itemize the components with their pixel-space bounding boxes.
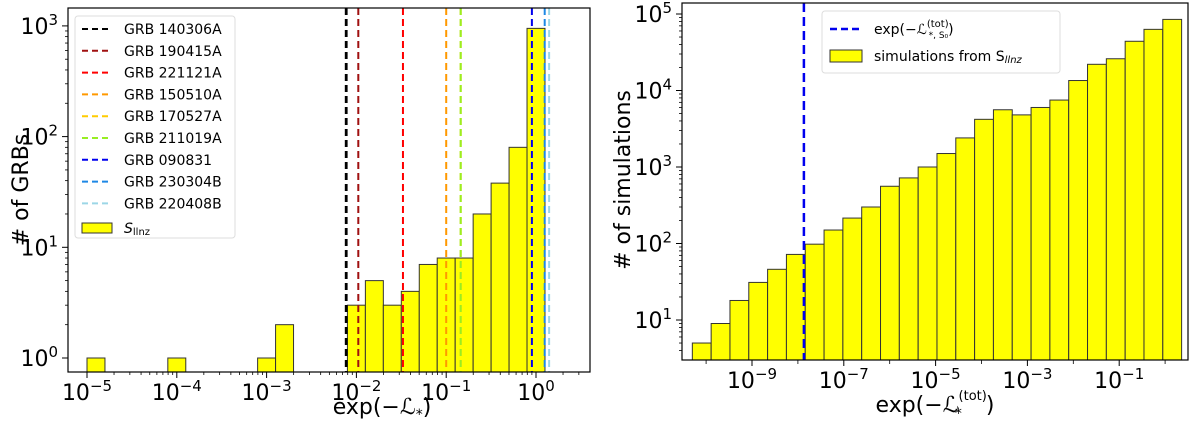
histogram-bar (167, 357, 187, 373)
histogram-bar (1068, 80, 1089, 361)
histogram-bar (992, 109, 1013, 361)
histogram-bar (364, 280, 384, 373)
histogram-bar (257, 357, 277, 373)
legend-label: GRB 090831 (124, 153, 212, 169)
histogram-bar (861, 206, 882, 361)
left-legend: GRB 140306A GRB 190415A GRB 221121A GRB 150… (74, 15, 236, 239)
histogram-bar (1143, 28, 1164, 361)
right-legend-box (821, 10, 1061, 74)
histogram-bar (880, 185, 900, 361)
histogram-bar (842, 217, 863, 361)
histogram-bar (917, 166, 938, 361)
histogram-bar (346, 304, 366, 373)
legend-label: GRB 230304B (124, 175, 222, 191)
histogram-bar (767, 268, 787, 361)
histogram-bar (823, 229, 844, 361)
legend-label: GRB 170527A (124, 109, 222, 125)
histogram-bar (748, 281, 769, 361)
left-legend-box (74, 15, 236, 239)
histogram-bar (936, 153, 957, 361)
tick-label: 102 (20, 122, 58, 151)
right-x-axis-label: exp(−ℒ(tot) *) (876, 389, 995, 422)
tick-label: 105 (634, 0, 672, 28)
legend-label-simulations: simulations from Sllnz (874, 49, 1023, 66)
legend-label: GRB 220408B (124, 196, 222, 212)
histogram-bar (1049, 99, 1070, 361)
tick-label: 101 (634, 305, 672, 334)
tick-label: 10−5 (62, 377, 112, 406)
tick-label: 10−5 (911, 365, 961, 394)
tick-label: 10−3 (1002, 365, 1052, 394)
histogram-bar (1105, 58, 1126, 361)
tick-label: 10−1 (1094, 365, 1144, 394)
tick-label: 100 (517, 377, 555, 406)
histogram-bar (1030, 106, 1051, 361)
tick-label: 104 (634, 76, 672, 105)
right-y-ticks: 101 102 103 104 105 (634, 0, 682, 351)
left-grb-vlines (344, 8, 551, 372)
legend-label: GRB 150510A (124, 87, 222, 103)
right-legend: exp(−ℒ(tot) *, S₀) simulations from Sllnz (821, 10, 1061, 74)
histogram-bar (785, 253, 806, 361)
histogram-bar (526, 27, 546, 373)
tick-label: 10−7 (819, 365, 869, 394)
legend-label: GRB 190415A (124, 44, 222, 60)
legend-label: GRB 140306A (124, 22, 222, 38)
tick-label: 101 (20, 232, 58, 261)
tick-label: 10−2 (331, 377, 381, 406)
legend-label-sllnz: Sllnz (124, 221, 150, 238)
legend-label: GRB 221121A (124, 66, 222, 82)
histogram-bar (472, 213, 492, 373)
tick-label: 103 (634, 152, 672, 181)
histogram-bar (898, 177, 919, 361)
histogram-bar (710, 323, 731, 361)
histogram-bar (691, 342, 712, 361)
right-y-axis-label: # of simulations (611, 90, 636, 270)
histogram-bar (1162, 18, 1183, 361)
histogram-bar (275, 324, 295, 373)
right-histogram-panel: 10−9 10−7 10−5 10−3 10−1 101 102 103 104 105 # o… (611, 0, 1189, 422)
histogram-bar (1124, 40, 1145, 361)
right-x-ticks: 10−9 10−7 10−5 10−3 10−1 (705, 360, 1166, 394)
histogram-bar (508, 146, 528, 373)
right-plot-frame (681, 2, 1189, 361)
tick-label: 10−9 (727, 365, 777, 394)
histogram-bar (400, 290, 420, 373)
histogram-bar (490, 182, 510, 373)
left-y-axis-label: # of GRBs (9, 134, 34, 247)
legend-swatch-sllnz (81, 222, 113, 234)
tick-label: 102 (634, 229, 672, 258)
legend-label: GRB 211019A (124, 131, 222, 147)
legend-label-observed: exp(−ℒ(tot) *, S₀) (874, 19, 954, 41)
left-x-axis-label: exp(−ℒ*) (333, 395, 432, 423)
histogram-bar (1087, 63, 1107, 361)
histogram-bar (382, 304, 402, 373)
left-x-ticks: 10−5 10−4 10−3 10−2 10−1 100 (62, 372, 580, 406)
histogram-bar (86, 357, 106, 373)
tick-label: 103 (20, 11, 58, 40)
tick-label: 100 (20, 343, 58, 372)
tick-label: 10−4 (152, 377, 202, 406)
histogram-bar (955, 137, 976, 361)
left-y-ticks: 100 101 102 103 (20, 11, 68, 372)
left-histogram-panel: 10−5 10−4 10−3 10−2 10−1 100 100 101 102 103 # o… (9, 7, 591, 423)
tick-label: 10−1 (421, 377, 471, 406)
histogram-bar (729, 299, 750, 361)
histogram-bar (804, 243, 825, 361)
histogram-bar (974, 118, 994, 361)
legend-swatch-simulations (829, 49, 863, 63)
histogram-bar (1011, 114, 1032, 361)
histogram-bar (418, 263, 438, 373)
histogram-bar (454, 257, 474, 373)
tick-label: 10−3 (242, 377, 292, 406)
